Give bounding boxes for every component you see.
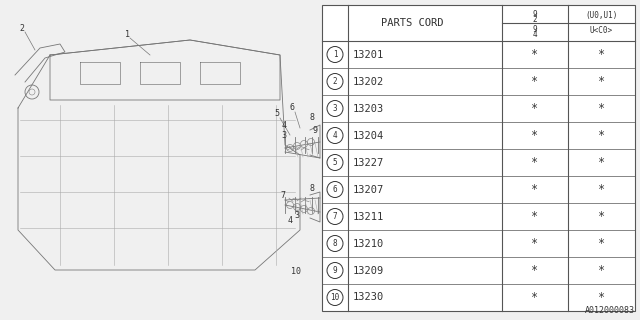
Text: 4: 4 (532, 30, 538, 39)
Text: 13202: 13202 (353, 76, 384, 86)
Text: 8: 8 (310, 113, 314, 122)
Text: 5: 5 (275, 108, 280, 117)
Circle shape (327, 46, 343, 62)
Text: *: * (531, 102, 539, 115)
Text: 13209: 13209 (353, 266, 384, 276)
Text: 13230: 13230 (353, 292, 384, 302)
Text: *: * (598, 129, 605, 142)
Text: 13211: 13211 (353, 212, 384, 221)
Text: *: * (531, 129, 539, 142)
Text: *: * (531, 264, 539, 277)
Text: *: * (531, 210, 539, 223)
Text: 7: 7 (333, 212, 337, 221)
Text: 13207: 13207 (353, 185, 384, 195)
Circle shape (327, 74, 343, 90)
Text: *: * (598, 183, 605, 196)
Text: A012000083: A012000083 (585, 306, 635, 315)
Text: *: * (531, 291, 539, 304)
Text: 9: 9 (532, 10, 538, 19)
Text: 6: 6 (333, 185, 337, 194)
Text: 2: 2 (532, 15, 538, 24)
Circle shape (327, 236, 343, 252)
Text: 7: 7 (280, 190, 285, 199)
Text: *: * (531, 75, 539, 88)
Text: 10: 10 (330, 293, 340, 302)
Text: *: * (598, 291, 605, 304)
Text: 4: 4 (333, 131, 337, 140)
Circle shape (327, 100, 343, 116)
Text: 5: 5 (333, 158, 337, 167)
Text: 13201: 13201 (353, 50, 384, 60)
Text: 1: 1 (333, 50, 337, 59)
Text: *: * (531, 237, 539, 250)
Text: 6: 6 (289, 102, 294, 111)
Text: 10: 10 (291, 268, 301, 276)
Text: 4: 4 (287, 215, 292, 225)
Text: *: * (531, 156, 539, 169)
Text: *: * (531, 48, 539, 61)
Text: *: * (598, 75, 605, 88)
Text: 8: 8 (333, 239, 337, 248)
Text: 9: 9 (333, 266, 337, 275)
Text: U<C0>: U<C0> (590, 27, 613, 36)
Text: *: * (531, 183, 539, 196)
Text: *: * (598, 156, 605, 169)
Text: 13210: 13210 (353, 238, 384, 249)
Text: *: * (598, 210, 605, 223)
Circle shape (327, 209, 343, 225)
Text: 1: 1 (125, 29, 129, 38)
Text: 8: 8 (310, 183, 314, 193)
Text: 13227: 13227 (353, 157, 384, 167)
Text: *: * (598, 264, 605, 277)
Text: 2: 2 (333, 77, 337, 86)
Text: 4: 4 (282, 121, 287, 130)
Circle shape (327, 290, 343, 306)
Circle shape (327, 155, 343, 171)
Text: 3: 3 (333, 104, 337, 113)
Text: *: * (598, 237, 605, 250)
Text: 13203: 13203 (353, 103, 384, 114)
Text: 2: 2 (19, 23, 24, 33)
Text: 9: 9 (312, 125, 317, 134)
Text: 13204: 13204 (353, 131, 384, 140)
Bar (322, 5, 635, 311)
Text: 9: 9 (532, 25, 538, 34)
Circle shape (327, 127, 343, 143)
Text: PARTS CORD: PARTS CORD (381, 18, 444, 28)
Text: 3: 3 (282, 131, 287, 140)
Text: *: * (598, 102, 605, 115)
Circle shape (327, 262, 343, 278)
Text: 3: 3 (294, 211, 300, 220)
Text: *: * (598, 48, 605, 61)
Circle shape (327, 181, 343, 197)
Text: (U0,U1): (U0,U1) (586, 11, 618, 20)
